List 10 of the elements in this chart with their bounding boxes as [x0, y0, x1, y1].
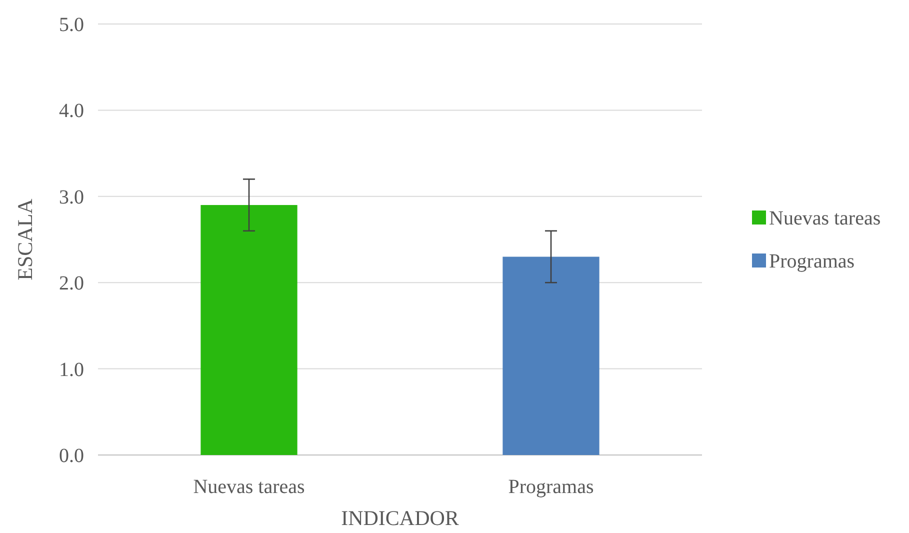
legend-label: Nuevas tareas — [769, 208, 881, 230]
x-axis-title: INDICADOR — [341, 506, 459, 530]
y-axis-title: ESCALA — [13, 198, 37, 280]
y-tick-label: 4.0 — [59, 100, 84, 122]
y-tick-label: 0.0 — [59, 445, 84, 467]
legend-label: Programas — [769, 250, 855, 272]
y-tick-label: 3.0 — [59, 186, 84, 208]
y-tick-label: 5.0 — [59, 14, 84, 36]
y-tick-label: 2.0 — [59, 272, 84, 295]
y-tick-label: 1.0 — [59, 358, 84, 381]
